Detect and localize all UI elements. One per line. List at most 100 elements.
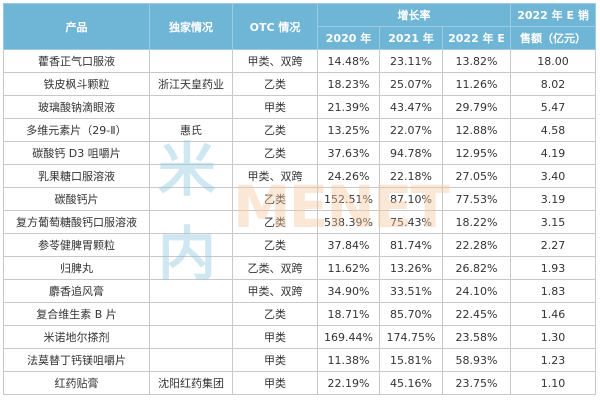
cell-g2022e: 23.58%: [441, 325, 512, 349]
cell-g2020: 11.38%: [317, 348, 380, 372]
cell-g2022e: 58.93%: [441, 348, 512, 372]
cell-sales: 1.23: [510, 348, 597, 372]
cell-exclusive: [149, 49, 233, 73]
header-growth-rate: 增长率: [316, 3, 512, 27]
cell-g2021: 15.81%: [379, 348, 443, 372]
cell-g2020: 538.39%: [317, 210, 380, 234]
otc-sales-table: 产品 独家情况 OTC 情况 增长率 2022 年 E 销 2020 年 202…: [3, 3, 597, 395]
cell-exclusive: 沈阳红药集团: [149, 371, 233, 395]
cell-otc: 乙类: [232, 141, 318, 165]
cell-otc: 甲类、双跨: [232, 49, 318, 73]
cell-g2020: 37.84%: [317, 233, 380, 257]
cell-sales: 18.00: [510, 49, 597, 73]
table-row: 玻璃酸钠滴眼液 甲类 21.39% 43.47% 29.79% 5.47: [3, 95, 597, 119]
cell-exclusive: [149, 302, 233, 326]
cell-otc: 乙类: [232, 233, 318, 257]
cell-g2022e: 23.75%: [441, 371, 512, 395]
header-otc: OTC 情况: [232, 3, 318, 50]
cell-product: 铁皮枫斗颗粒: [3, 72, 150, 96]
header-product: 产品: [3, 3, 150, 50]
cell-otc: 乙类: [232, 302, 318, 326]
cell-otc: 乙类、双跨: [232, 256, 318, 280]
cell-g2020: 13.25%: [317, 118, 380, 142]
cell-product: 红药贴膏: [3, 371, 150, 395]
cell-exclusive: [149, 210, 233, 234]
table-body: 藿香正气口服液 甲类、双跨 14.48% 23.11% 13.82% 18.00 铁皮枫斗颗…: [3, 49, 597, 395]
table-row: 藿香正气口服液 甲类、双跨 14.48% 23.11% 13.82% 18.00: [3, 49, 597, 73]
header-sales-line1: 2022 年 E 销: [510, 3, 597, 27]
cell-exclusive: [149, 233, 233, 257]
header-2022e: 2022 年 E: [441, 26, 512, 50]
cell-g2022e: 11.26%: [441, 72, 512, 96]
table-row: 乳果糖口服溶液 甲类、双跨 24.26% 22.18% 27.05% 3.40: [3, 164, 597, 188]
cell-g2022e: 18.22%: [441, 210, 512, 234]
cell-otc: 乙类: [232, 210, 318, 234]
cell-exclusive: [149, 187, 233, 211]
cell-otc: 乙类: [232, 187, 318, 211]
cell-g2020: 22.19%: [317, 371, 380, 395]
cell-sales: 8.02: [510, 72, 597, 96]
cell-product: 复合维生素 B 片: [3, 302, 150, 326]
cell-g2021: 13.26%: [379, 256, 443, 280]
cell-g2022e: 77.53%: [441, 187, 512, 211]
cell-g2021: 25.07%: [379, 72, 443, 96]
cell-product: 碳酸钙 D3 咀嚼片: [3, 141, 150, 165]
cell-otc: 甲类: [232, 371, 318, 395]
table-row: 法莫替丁钙镁咀嚼片 甲类 11.38% 15.81% 58.93% 1.23: [3, 348, 597, 372]
cell-exclusive: 惠氏: [149, 118, 233, 142]
cell-sales: 3.40: [510, 164, 597, 188]
cell-g2020: 18.23%: [317, 72, 380, 96]
cell-g2022e: 13.82%: [441, 49, 512, 73]
cell-g2020: 37.63%: [317, 141, 380, 165]
cell-product: 法莫替丁钙镁咀嚼片: [3, 348, 150, 372]
cell-product: 麝香追风膏: [3, 279, 150, 303]
cell-otc: 乙类: [232, 72, 318, 96]
cell-g2021: 174.75%: [379, 325, 443, 349]
cell-exclusive: [149, 325, 233, 349]
cell-otc: 甲类: [232, 95, 318, 119]
cell-exclusive: 浙江天皇药业: [149, 72, 233, 96]
table-row: 复合维生素 B 片 乙类 18.71% 85.70% 22.45% 1.46: [3, 302, 597, 326]
cell-g2022e: 27.05%: [441, 164, 512, 188]
cell-g2021: 45.16%: [379, 371, 443, 395]
cell-otc: 甲类、双跨: [232, 164, 318, 188]
cell-sales: 4.19: [510, 141, 597, 165]
cell-product: 乳果糖口服溶液: [3, 164, 150, 188]
cell-g2021: 85.70%: [379, 302, 443, 326]
header-2020: 2020 年: [317, 26, 380, 50]
table-row: 参苓健脾胃颗粒 乙类 37.84% 81.74% 22.28% 2.27: [3, 233, 597, 257]
cell-g2022e: 29.79%: [441, 95, 512, 119]
header-row-1: 产品 独家情况 OTC 情况 增长率 2022 年 E 销: [3, 3, 597, 50]
cell-otc: 乙类: [232, 118, 318, 142]
cell-g2020: 21.39%: [317, 95, 380, 119]
cell-product: 碳酸钙片: [3, 187, 150, 211]
cell-product: 玻璃酸钠滴眼液: [3, 95, 150, 119]
cell-g2021: 23.11%: [379, 49, 443, 73]
table-row: 归脾丸 乙类、双跨 11.62% 13.26% 26.82% 1.93: [3, 256, 597, 280]
cell-g2021: 22.07%: [379, 118, 443, 142]
cell-product: 归脾丸: [3, 256, 150, 280]
header-row-2: 2020 年 2021 年 2022 年 E 售额（亿元）: [4, 26, 597, 50]
cell-product: 复方葡萄糖酸钙口服溶液: [3, 210, 150, 234]
cell-g2022e: 26.82%: [441, 256, 512, 280]
cell-g2022e: 12.88%: [441, 118, 512, 142]
cell-exclusive: [149, 279, 233, 303]
cell-g2022e: 12.95%: [441, 141, 512, 165]
cell-exclusive: [149, 256, 233, 280]
header-exclusive: 独家情况: [149, 3, 233, 50]
cell-exclusive: [149, 164, 233, 188]
cell-g2021: 75.43%: [379, 210, 443, 234]
cell-g2022e: 24.10%: [441, 279, 512, 303]
cell-sales: 5.47: [510, 95, 597, 119]
cell-g2021: 87.10%: [379, 187, 443, 211]
cell-g2022e: 22.45%: [441, 302, 512, 326]
cell-product: 藿香正气口服液: [3, 49, 150, 73]
cell-sales: 1.93: [510, 256, 597, 280]
table-row: 铁皮枫斗颗粒 浙江天皇药业 乙类 18.23% 25.07% 11.26% 8.02: [3, 72, 597, 96]
cell-g2020: 169.44%: [317, 325, 380, 349]
cell-sales: 1.30: [510, 325, 597, 349]
cell-g2020: 24.26%: [317, 164, 380, 188]
cell-sales: 3.15: [510, 210, 597, 234]
cell-otc: 甲类: [232, 348, 318, 372]
table-row: 红药贴膏 沈阳红药集团 甲类 22.19% 45.16% 23.75% 1.10: [3, 371, 597, 395]
